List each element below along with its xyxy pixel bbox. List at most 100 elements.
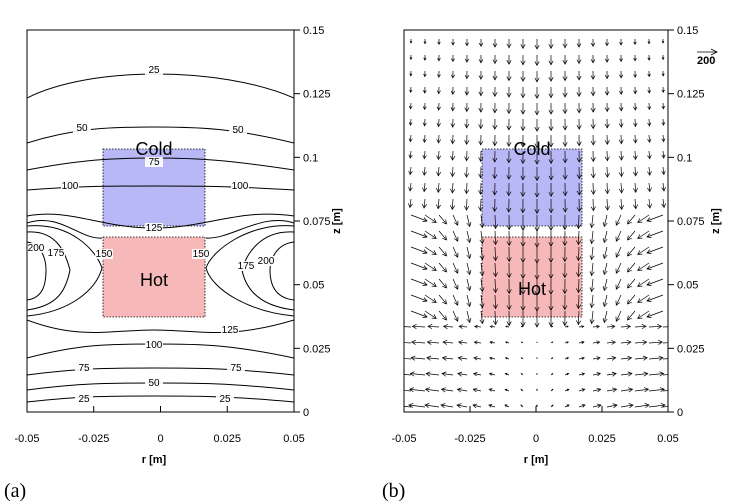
vector-arrowhead-icon xyxy=(660,402,666,408)
vector-arrowhead-icon xyxy=(466,301,472,308)
vector-arrowhead-icon xyxy=(473,340,478,345)
vector-arrowhead-icon xyxy=(637,282,643,287)
vector-arrowhead-icon xyxy=(479,255,485,261)
panel-label-a: (a) xyxy=(4,480,26,502)
contour-label-bg xyxy=(229,125,247,135)
vector-arrowhead-icon xyxy=(451,58,455,63)
vector-arrowhead-icon xyxy=(442,315,447,321)
y-tick-label: 0.1 xyxy=(677,152,692,164)
vector-arrowhead-icon xyxy=(492,141,498,147)
contour-label-bg xyxy=(216,394,234,404)
contour-label: 100 xyxy=(232,181,249,192)
vector-arrowhead-icon xyxy=(442,339,448,345)
vector-arrowhead-icon xyxy=(534,209,540,215)
vector-arrowhead-icon xyxy=(602,221,608,228)
velocity-vector xyxy=(634,182,637,193)
velocity-vector xyxy=(410,230,428,238)
vector-arrowhead-icon xyxy=(551,404,554,407)
contour-label-bg xyxy=(75,363,93,373)
vector-arrowhead-icon xyxy=(536,357,538,359)
vector-arrowhead-icon xyxy=(422,154,427,160)
vector-arrowhead-icon xyxy=(504,357,508,360)
velocity-vector xyxy=(488,404,496,408)
vector-arrowhead-icon xyxy=(506,92,512,98)
vector-arrowhead-icon xyxy=(551,357,554,359)
vector-arrowhead-icon xyxy=(478,59,484,64)
vector-arrowhead-icon xyxy=(576,304,582,310)
vector-arrowhead-icon xyxy=(596,340,601,345)
y-tick-label: 0.125 xyxy=(677,89,705,101)
vector-arrowhead-icon xyxy=(618,172,624,178)
contour-label: 75 xyxy=(148,157,160,168)
velocity-vector xyxy=(634,373,648,376)
vector-arrowhead-icon xyxy=(492,124,498,130)
velocity-vector xyxy=(592,373,601,376)
x-axis-a: -0.05 -0.025 0 0.025 0.05 xyxy=(14,406,305,445)
velocity-vector xyxy=(494,294,496,309)
vector-arrowhead-icon xyxy=(647,154,652,160)
vector-arrowhead-icon xyxy=(394,387,398,391)
vector-arrowhead-icon xyxy=(604,172,610,178)
velocity-vector xyxy=(592,357,601,360)
vector-arrowhead-icon xyxy=(450,188,456,194)
hot-label-b: Hot xyxy=(518,279,546,299)
vector-arrowhead-icon xyxy=(627,251,632,257)
vector-arrowhead-icon xyxy=(520,60,526,66)
vector-arrowhead-icon xyxy=(576,141,582,147)
velocity-vector xyxy=(627,294,636,305)
contour-label: 25 xyxy=(148,65,160,76)
vector-arrowhead-icon xyxy=(602,301,608,308)
velocity-vector xyxy=(409,134,412,142)
vector-arrowhead-icon xyxy=(408,154,413,159)
vector-arrowhead-icon xyxy=(520,388,523,391)
vector-arrowhead-icon xyxy=(492,207,498,213)
velocity-vector xyxy=(662,198,665,208)
vector-arrowhead-icon xyxy=(478,190,484,195)
vector-arrowhead-icon xyxy=(674,356,678,360)
velocity-vector xyxy=(410,214,428,222)
vector-arrowhead-icon xyxy=(478,140,484,146)
vector-arrowhead-icon xyxy=(618,155,624,161)
velocity-vector xyxy=(627,262,636,273)
vector-arrowhead-icon xyxy=(576,75,582,81)
vector-arrowhead-icon xyxy=(562,125,568,131)
velocity-vector xyxy=(637,294,650,303)
velocity-vector xyxy=(627,310,636,321)
vector-arrowhead-icon xyxy=(450,74,455,79)
vector-arrowhead-icon xyxy=(506,241,512,247)
velocity-vector xyxy=(592,404,602,408)
velocity-vector xyxy=(648,166,651,176)
velocity-vector xyxy=(466,214,471,227)
velocity-vector xyxy=(620,341,631,344)
vector-arrowhead-icon xyxy=(453,236,459,242)
vector-arrowhead-icon xyxy=(450,123,456,128)
velocity-vector xyxy=(404,389,412,392)
velocity-vector xyxy=(423,166,426,176)
contour-label-bg xyxy=(73,123,91,133)
velocity-vector xyxy=(494,246,496,261)
velocity-vector xyxy=(648,357,663,360)
vector-arrowhead-icon xyxy=(472,387,478,393)
vector-arrowhead-icon xyxy=(604,156,610,162)
vector-arrowhead-icon xyxy=(658,355,664,361)
vector-arrowhead-icon xyxy=(661,138,666,143)
velocity-vector xyxy=(603,262,608,275)
vector-arrowhead-icon xyxy=(427,324,433,330)
velocity-vector xyxy=(424,214,437,223)
velocity-vector xyxy=(634,388,649,392)
vector-arrowhead-icon xyxy=(423,57,427,61)
vector-arrowhead-icon xyxy=(534,143,540,149)
vector-arrowhead-icon xyxy=(423,73,427,78)
velocity-vector xyxy=(627,230,636,241)
vector-arrowhead-icon xyxy=(562,191,568,197)
vector-arrowhead-icon xyxy=(596,372,602,377)
velocity-vector xyxy=(646,230,664,238)
vector-arrowhead-icon xyxy=(647,41,651,45)
vector-arrowhead-icon xyxy=(619,42,623,46)
x-axis-label-a: r [m] xyxy=(142,454,167,466)
vector-arrowhead-icon xyxy=(492,43,498,48)
contour-label: 25 xyxy=(78,394,90,405)
vector-arrowhead-icon xyxy=(422,106,427,111)
vector-arrowhead-icon xyxy=(615,284,621,290)
vector-arrowhead-icon xyxy=(423,90,427,94)
